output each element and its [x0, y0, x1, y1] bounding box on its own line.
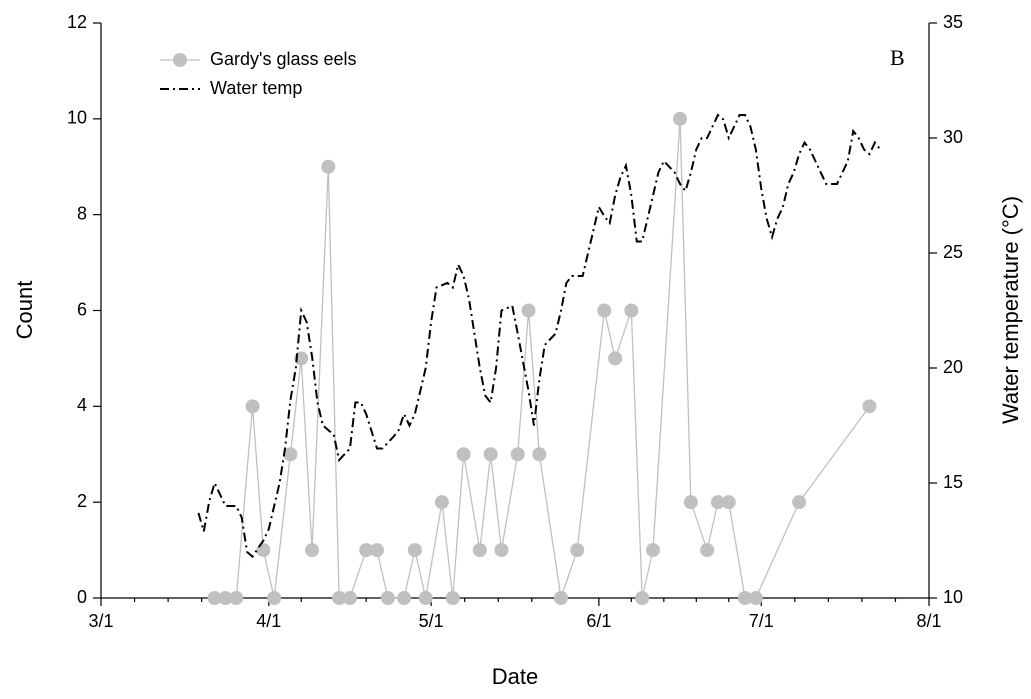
marker: [418, 591, 433, 605]
legend-marker: [173, 53, 187, 67]
marker: [456, 447, 471, 462]
marker: [445, 591, 460, 605]
y2-tick-label: 35: [943, 12, 963, 32]
y2-tick-label: 30: [943, 127, 963, 147]
marker: [434, 495, 449, 510]
marker: [748, 591, 763, 605]
marker: [397, 591, 412, 605]
x-tick-label: 7/1: [749, 611, 774, 631]
marker: [570, 543, 585, 558]
marker: [321, 159, 336, 174]
marker: [483, 447, 498, 462]
y2-tick-label: 10: [943, 587, 963, 607]
marker: [792, 495, 807, 510]
marker: [245, 399, 260, 414]
marker: [554, 591, 568, 605]
marker: [359, 543, 374, 558]
marker: [683, 495, 698, 510]
marker: [342, 591, 357, 605]
marker: [721, 495, 736, 510]
marker: [332, 591, 347, 605]
marker: [283, 447, 298, 462]
y-tick-label: 0: [77, 587, 87, 607]
legend-label: Water temp: [210, 78, 302, 98]
y2-tick-label: 20: [943, 357, 963, 377]
marker: [207, 591, 222, 605]
marker: [532, 447, 547, 462]
panel-label: B: [890, 45, 905, 70]
marker: [673, 111, 688, 126]
x-tick-label: 5/1: [419, 611, 444, 631]
marker: [738, 591, 752, 605]
marker: [521, 303, 536, 318]
y2-tick-label: 15: [943, 472, 963, 492]
y-tick-label: 2: [77, 491, 87, 511]
marker: [597, 303, 612, 318]
x-tick-label: 6/1: [586, 611, 611, 631]
marker: [700, 543, 715, 558]
legend-label: Gardy's glass eels: [210, 49, 357, 69]
marker: [305, 543, 320, 558]
marker: [229, 591, 244, 605]
marker: [862, 399, 877, 414]
x-tick-label: 3/1: [88, 611, 113, 631]
y-axis-label: Count: [12, 281, 37, 340]
y2-axis-label: Water temperature (°C): [998, 196, 1023, 424]
marker: [407, 543, 422, 558]
marker: [608, 351, 623, 366]
y2-tick-label: 25: [943, 242, 963, 262]
marker: [646, 543, 660, 558]
y-tick-label: 4: [77, 395, 87, 415]
marker: [370, 543, 384, 558]
y-tick-label: 8: [77, 203, 87, 223]
marker: [710, 495, 725, 510]
y-tick-label: 10: [67, 108, 87, 128]
marker: [635, 591, 650, 605]
x-tick-label: 4/1: [256, 611, 281, 631]
marker: [624, 303, 639, 318]
y-tick-label: 6: [77, 299, 87, 319]
series-line: [197, 113, 882, 559]
x-axis-label: Date: [492, 664, 538, 689]
marker: [380, 591, 395, 605]
x-tick-label: 8/1: [916, 611, 941, 631]
marker: [510, 447, 525, 462]
marker: [494, 543, 509, 558]
marker: [472, 543, 487, 558]
marker: [218, 591, 233, 605]
marker: [267, 591, 282, 605]
marker: [256, 543, 271, 558]
y-tick-label: 12: [67, 12, 87, 32]
